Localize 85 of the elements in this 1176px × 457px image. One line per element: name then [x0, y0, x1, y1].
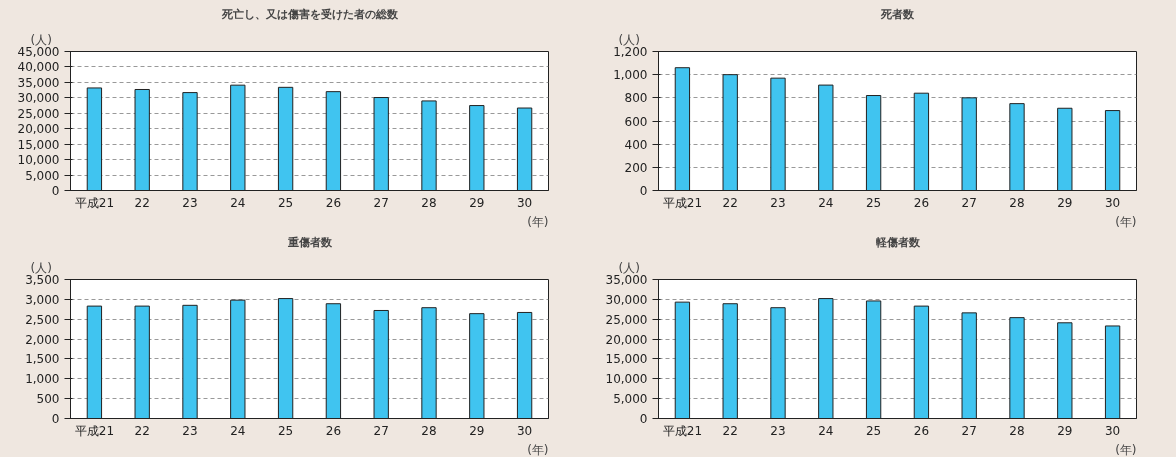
x-tick-label: 25: [865, 423, 882, 438]
y-axis-title: (人): [618, 32, 640, 47]
x-tick-label: 26: [913, 423, 930, 438]
x-tick-label: 28: [421, 195, 437, 210]
y-axis-title: (人): [30, 260, 52, 275]
y-tick-label: 2,500: [25, 312, 60, 327]
y-tick-label: 10,000: [17, 153, 60, 168]
x-tick-label: 29: [469, 195, 485, 210]
y-tick-label: 2,000: [25, 332, 60, 347]
x-tick-label: 28: [421, 423, 437, 438]
x-tick-label: 22: [722, 423, 738, 438]
y-tick-label: 0: [51, 412, 60, 426]
y-tick-label: 200: [624, 160, 648, 175]
y-tick-label: 25,000: [17, 106, 60, 121]
x-tick-label: 23: [182, 195, 198, 210]
y-tick-label: 35,000: [605, 273, 648, 287]
y-tick-label: 800: [624, 91, 648, 106]
y-tick-label: 40,000: [17, 60, 60, 75]
x-tick-label: 28: [1009, 195, 1025, 210]
x-tick-label: 22: [134, 423, 150, 438]
chart-title: 死亡し、又は傷害を受けた者の総数: [220, 7, 399, 21]
y-tick-label: 15,000: [17, 137, 60, 152]
x-tick-label: 27: [373, 195, 389, 210]
x-tick-label: 30: [516, 423, 533, 438]
x-tick-label: 27: [961, 423, 977, 438]
y-tick-label: 5,000: [613, 392, 648, 407]
y-tick-label: 20,000: [605, 332, 648, 347]
x-tick-label: 30: [516, 195, 533, 210]
x-tick-label: 27: [961, 195, 977, 210]
x-tick-label: 平成21: [662, 423, 703, 438]
x-tick-label: 24: [230, 195, 246, 210]
x-tick-label: 25: [865, 195, 882, 210]
x-axis-title: (年): [527, 442, 549, 457]
x-tick-label: 24: [230, 423, 246, 438]
chart-title: 死者数: [880, 7, 915, 21]
y-tick-label: 3,000: [25, 292, 60, 307]
x-tick-label: 24: [818, 423, 834, 438]
x-tick-label: 29: [1057, 423, 1073, 438]
x-tick-label: 29: [1057, 195, 1073, 210]
x-tick-label: 25: [277, 195, 294, 210]
y-tick-label: 1,000: [613, 68, 648, 83]
y-tick-label: 0: [639, 184, 648, 198]
y-tick-label: 45,000: [17, 45, 60, 59]
x-tick-label: 平成21: [662, 195, 703, 210]
y-tick-label: 35,000: [17, 75, 60, 90]
y-tick-label: 3,500: [25, 273, 60, 287]
y-tick-label: 500: [36, 392, 60, 407]
x-tick-label: 26: [325, 423, 342, 438]
x-tick-label: 28: [1009, 423, 1025, 438]
x-axis-title: (年): [1115, 442, 1137, 457]
y-tick-label: 0: [639, 412, 648, 426]
y-axis-title: (人): [30, 32, 52, 47]
x-tick-label: 24: [818, 195, 834, 210]
chart-title: 重傷者数: [286, 235, 333, 249]
y-tick-label: 25,000: [605, 312, 648, 327]
y-tick-label: 5,000: [25, 168, 60, 183]
x-tick-label: 23: [770, 423, 786, 438]
y-tick-label: 600: [624, 114, 648, 129]
x-tick-label: 平成21: [74, 195, 115, 210]
x-tick-label: 26: [325, 195, 342, 210]
y-tick-label: 1,000: [25, 372, 60, 387]
y-tick-label: 15,000: [605, 352, 648, 367]
x-tick-label: 23: [770, 195, 786, 210]
x-axis-title: (年): [527, 214, 549, 229]
y-tick-label: 30,000: [17, 91, 60, 106]
y-tick-label: 20,000: [17, 122, 60, 137]
x-tick-label: 26: [913, 195, 930, 210]
x-tick-label: 27: [373, 423, 389, 438]
x-axis-title: (年): [1115, 214, 1137, 229]
y-tick-label: 1,500: [25, 352, 60, 367]
chart-title: 軽傷者数: [874, 235, 921, 249]
y-tick-label: 10,000: [605, 372, 648, 387]
x-tick-label: 23: [182, 423, 198, 438]
x-tick-label: 25: [277, 423, 294, 438]
y-tick-label: 0: [51, 184, 60, 198]
x-tick-label: 30: [1104, 195, 1121, 210]
x-tick-label: 22: [134, 195, 150, 210]
x-tick-label: 29: [469, 423, 485, 438]
x-tick-label: 30: [1104, 423, 1121, 438]
y-tick-label: 400: [624, 137, 648, 152]
x-tick-label: 22: [722, 195, 738, 210]
x-tick-label: 平成21: [74, 423, 115, 438]
y-tick-label: 1,200: [613, 45, 648, 59]
y-tick-label: 30,000: [605, 292, 648, 307]
y-axis-title: (人): [618, 260, 640, 275]
